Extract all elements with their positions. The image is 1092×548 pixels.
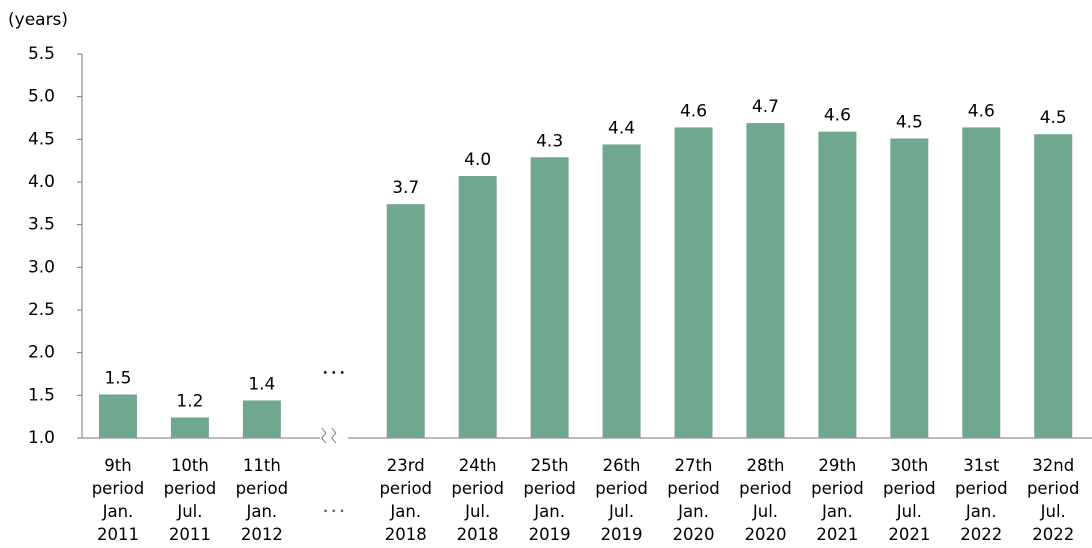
- y-tick-label: 1.5: [28, 385, 55, 405]
- x-tick-label: 32nd period Jul. 2022: [1026, 456, 1080, 544]
- value-label: 3.7: [392, 178, 419, 198]
- x-tick-label: 25th period Jan. 2019: [523, 456, 576, 544]
- value-label: 4.7: [752, 97, 779, 117]
- bar: [674, 127, 713, 439]
- value-label: 4.3: [536, 131, 563, 151]
- y-tick-label: 5.0: [28, 87, 55, 107]
- x-tick-label: 31st period Jan. 2022: [954, 456, 1008, 544]
- bar: [386, 204, 425, 438]
- axis-break: [321, 427, 337, 444]
- x-tick-label: 23rd period Jan. 2018: [379, 456, 433, 544]
- value-label: 1.4: [248, 374, 275, 394]
- gap-marker: ･･･: [321, 364, 347, 384]
- bar: [458, 176, 497, 438]
- y-unit-label: (years): [8, 10, 68, 30]
- value-label: 4.5: [896, 112, 923, 132]
- x-tick-label: 10th period Jul. 2011: [163, 456, 217, 544]
- value-label: 4.0: [464, 150, 491, 170]
- x-tick-label: 26th period Jul. 2019: [595, 456, 648, 544]
- y-tick-label: 4.5: [28, 129, 55, 149]
- bar: [962, 127, 1001, 439]
- value-label: 4.6: [968, 101, 995, 121]
- x-tick-label: ･･･: [321, 502, 347, 521]
- bar: [530, 157, 569, 438]
- bar: [98, 394, 137, 438]
- y-tick-label: 3.5: [28, 215, 55, 235]
- y-tick-label: 2.5: [28, 300, 55, 320]
- x-tick-label: 30th period Jul. 2021: [883, 456, 936, 544]
- x-tick-label: 27th period Jan. 2020: [667, 456, 720, 544]
- value-label: 4.4: [608, 118, 635, 138]
- y-tick-label: 4.0: [28, 172, 55, 192]
- value-label: 4.6: [680, 101, 707, 121]
- x-tick-label: 28th period Jul. 2020: [739, 456, 792, 544]
- value-label: 1.2: [176, 392, 203, 412]
- value-label: 4.5: [1040, 108, 1067, 128]
- x-tick-label: 11th period Jan. 2012: [235, 456, 289, 544]
- bar: [1034, 134, 1073, 439]
- value-label: 1.5: [104, 368, 131, 388]
- y-tick-label: 3.0: [28, 257, 55, 277]
- bar: [746, 123, 785, 439]
- y-tick-label: 2.0: [28, 343, 55, 363]
- bar: [170, 417, 209, 438]
- x-tick-label: 24th period Jul. 2018: [451, 456, 504, 544]
- bar: [890, 138, 929, 439]
- bar: [242, 400, 281, 438]
- value-label: 4.6: [824, 106, 851, 126]
- x-tick-label: 29th period Jan. 2021: [811, 456, 864, 544]
- y-tick-label: 1.0: [28, 428, 55, 448]
- bar: [602, 144, 641, 438]
- x-tick-label: 9th period Jan. 2011: [91, 456, 145, 544]
- y-tick-label: 5.5: [28, 44, 55, 64]
- bar: [818, 131, 857, 439]
